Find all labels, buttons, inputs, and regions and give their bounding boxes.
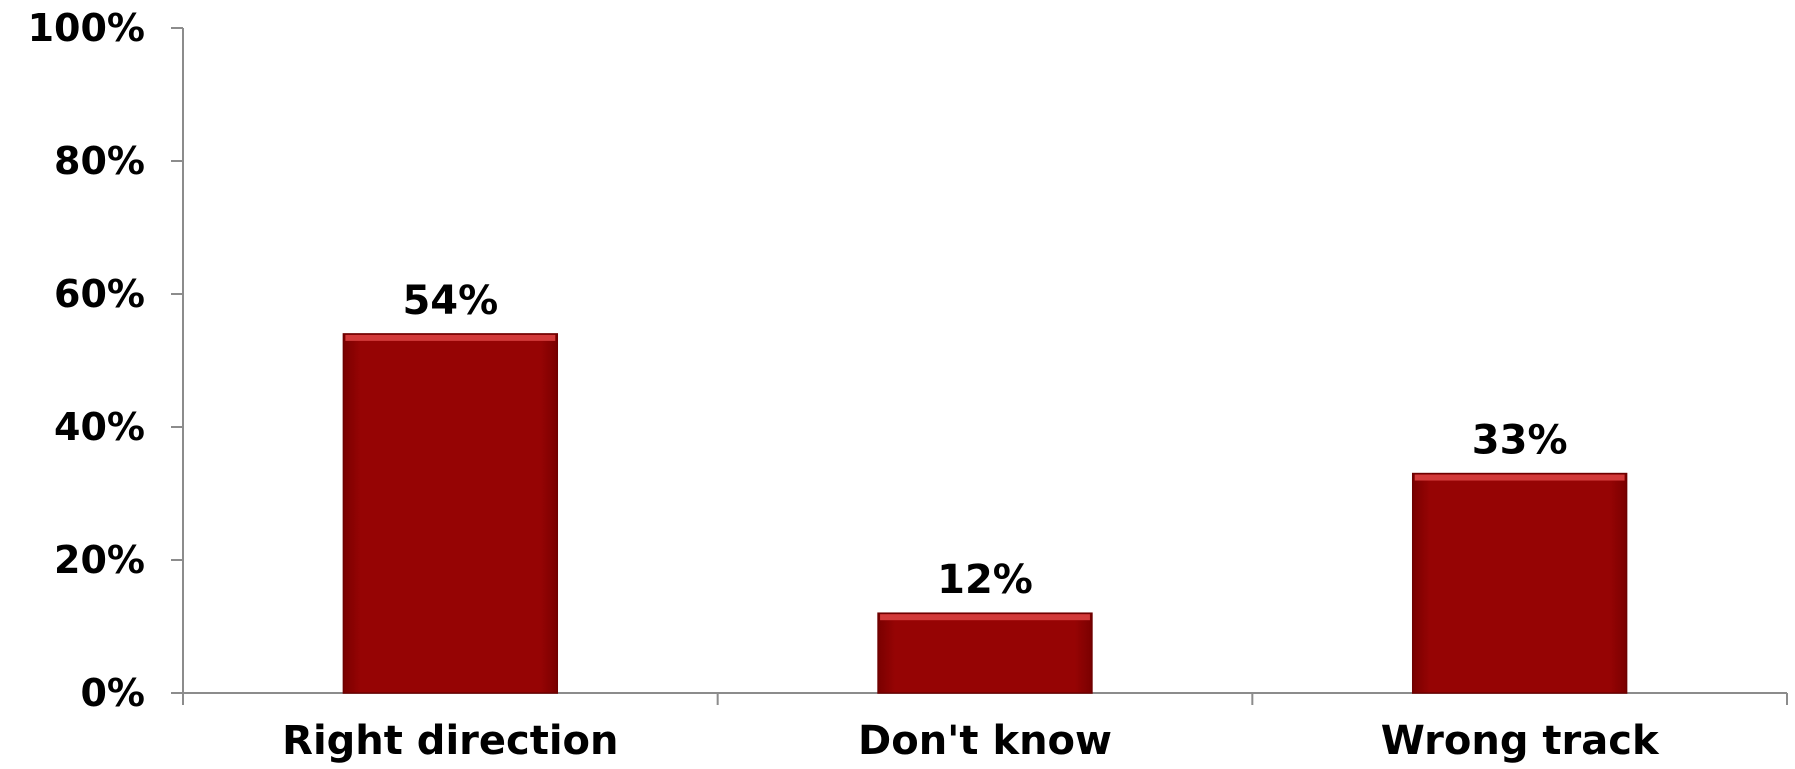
- data-label: 33%: [1472, 418, 1568, 464]
- y-tick-label: 0%: [80, 671, 145, 715]
- y-axis: 0% 20% 40% 60% 80% 100%: [28, 6, 184, 715]
- bars-group: [342, 333, 1628, 694]
- bar-highlight: [880, 614, 1090, 621]
- bar-highlight: [345, 334, 556, 341]
- x-category-label: Wrong track: [1381, 718, 1660, 764]
- data-labels-group: 54% 12% 33%: [402, 278, 1567, 603]
- x-axis: Right direction Don't know Wrong track: [182, 692, 1788, 764]
- bar: [877, 612, 1093, 694]
- y-tick-label: 20%: [54, 538, 145, 582]
- bar: [342, 333, 559, 694]
- y-tick-label: 40%: [54, 405, 145, 449]
- data-label: 12%: [937, 557, 1033, 603]
- data-label: 54%: [402, 278, 498, 324]
- bar-highlight: [1414, 474, 1625, 481]
- y-tick-label: 80%: [54, 139, 145, 183]
- y-tick-label: 100%: [28, 6, 145, 50]
- bar: [1411, 472, 1628, 694]
- x-category-label: Right direction: [282, 718, 618, 764]
- y-tick-label: 60%: [54, 272, 145, 316]
- x-category-label: Don't know: [858, 718, 1112, 764]
